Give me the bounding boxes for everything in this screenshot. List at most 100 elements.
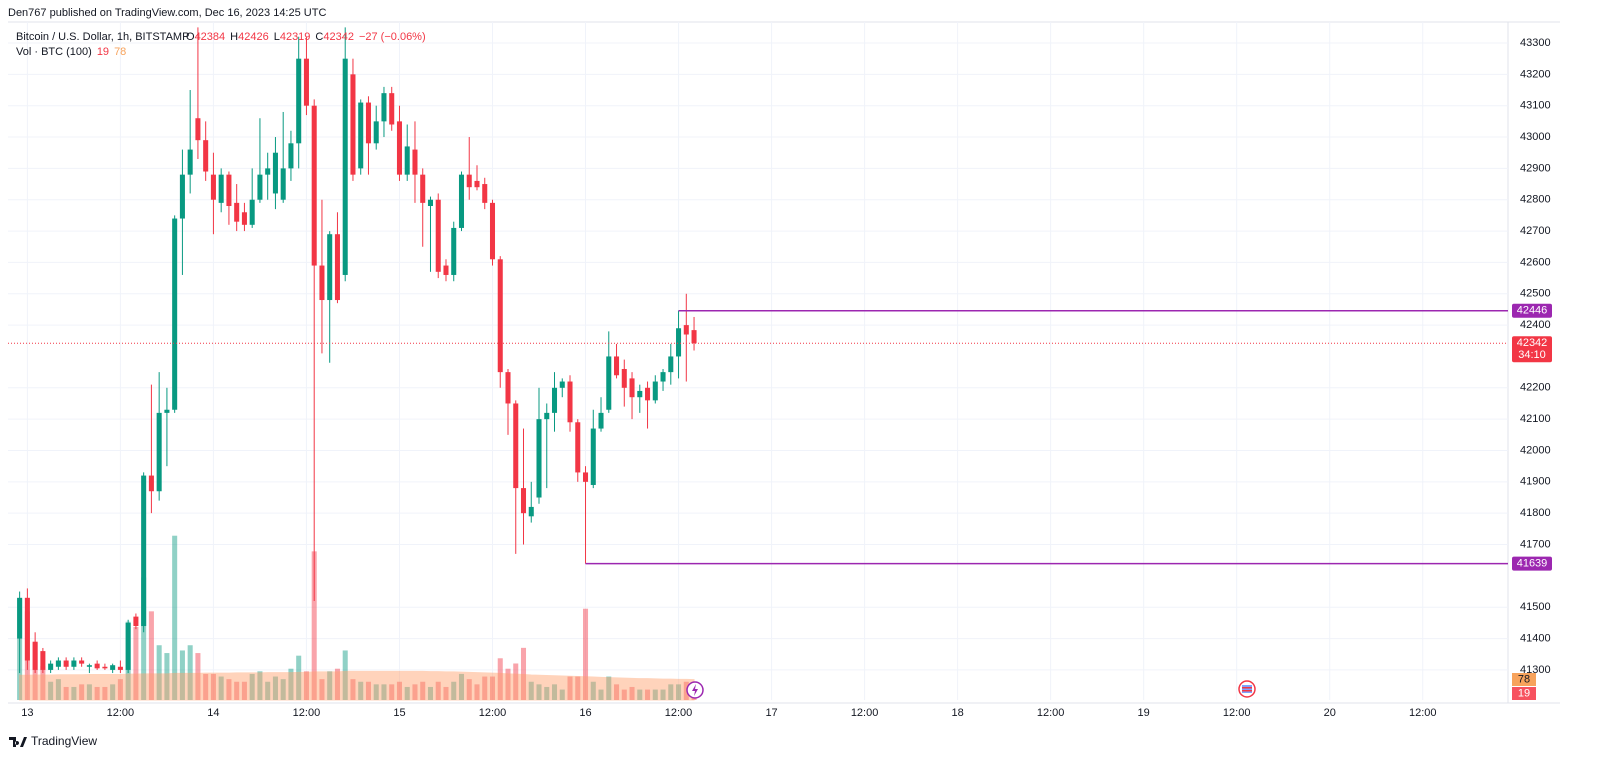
candle-body (234, 202, 240, 222)
candle-body (195, 118, 201, 141)
candle-body (156, 412, 162, 492)
candle-body (210, 174, 216, 200)
volume-bar (482, 676, 488, 700)
y-tick-label: 42900 (1520, 162, 1551, 174)
candle-body (164, 409, 170, 413)
volume-bar (350, 679, 356, 700)
volume-bar (102, 686, 108, 700)
x-tick-label: 12:00 (851, 707, 879, 719)
candle-body (614, 356, 620, 376)
volume-bar (645, 689, 651, 700)
candle-body (257, 174, 263, 200)
candle-body (381, 93, 387, 122)
candle-body (79, 660, 85, 664)
countdown-label: 34:10 (1518, 349, 1546, 361)
candle-body (559, 381, 565, 388)
candle-body (598, 412, 604, 429)
volume-bar (528, 681, 534, 700)
volume-bar (117, 679, 123, 700)
brand-name: TradingView (31, 734, 97, 748)
volume-bar (466, 679, 472, 700)
candle-body (551, 387, 558, 413)
x-tick-label: 16 (579, 707, 591, 719)
y-tick-label: 43300 (1520, 37, 1551, 49)
volume-ma-value: 78 (114, 46, 126, 58)
candle-body (389, 93, 395, 125)
volume-bar (94, 686, 100, 700)
volume-bar (311, 551, 317, 700)
candle-body (660, 372, 666, 382)
volume-bar (110, 684, 116, 700)
candle-body (358, 102, 364, 169)
volume-value: 19 (97, 46, 109, 58)
candle-body (676, 328, 682, 357)
y-tick-label: 42700 (1520, 225, 1551, 237)
candle-body (420, 174, 426, 203)
y-tick-label: 41900 (1520, 476, 1551, 488)
volume-bar (280, 679, 286, 700)
ohlc-value: 42342 (323, 31, 354, 43)
ohlc-key: L (274, 31, 280, 43)
flag-icon-stripe (1242, 687, 1252, 689)
volume-bar (598, 689, 604, 700)
candle-body (396, 121, 402, 175)
ohlc-key: C (315, 31, 323, 43)
y-tick-label: 41400 (1520, 632, 1551, 644)
y-tick-label: 42600 (1520, 256, 1551, 268)
candle-body (590, 428, 596, 485)
candle-body (48, 663, 54, 670)
candle-body (497, 259, 503, 373)
volume-bar (79, 684, 85, 700)
volume-bar (358, 681, 364, 700)
volume-bar (412, 684, 418, 700)
x-tick-label: 14 (207, 707, 219, 719)
volume-bar (660, 689, 666, 700)
volume-tag (1512, 687, 1536, 700)
volume-bar (629, 686, 635, 700)
volume-bar (218, 676, 224, 700)
volume-bar (614, 684, 620, 700)
level-tag-label: 42446 (1517, 305, 1548, 317)
candle-body (404, 146, 410, 175)
volume-bar (296, 655, 302, 700)
candle-body (513, 403, 519, 489)
candle-body (536, 419, 542, 498)
y-tick-label: 42000 (1520, 444, 1551, 456)
volume-bar (497, 658, 503, 700)
candle-body (241, 212, 247, 225)
x-tick-label: 13 (21, 707, 33, 719)
volume-bar (435, 681, 441, 700)
x-tick-label: 20 (1324, 707, 1336, 719)
candle-body (350, 74, 356, 175)
economic-event-icon[interactable] (1238, 680, 1256, 698)
candle-body (319, 265, 325, 301)
x-tick-label: 18 (951, 707, 963, 719)
volume-bar (319, 679, 325, 700)
candle-body (94, 663, 100, 669)
candle-body (451, 227, 457, 275)
level-tag (1512, 303, 1552, 318)
volume-bar (179, 650, 185, 700)
volume-bar (427, 686, 433, 700)
volume-bar (234, 681, 240, 700)
volume-bar (249, 673, 255, 700)
candle-body (280, 168, 286, 200)
event-icon[interactable] (686, 681, 704, 699)
y-tick-label: 42800 (1520, 194, 1551, 206)
volume-bar (55, 679, 61, 700)
candle-body (567, 381, 573, 423)
y-tick-label: 42200 (1520, 382, 1551, 394)
candle-body (412, 149, 418, 175)
y-tick-label: 43100 (1520, 100, 1551, 112)
volume-bar (668, 684, 674, 700)
level-tag-label: 41639 (1517, 558, 1548, 570)
candle-body (520, 488, 527, 514)
price-tag-label: 42342 (1517, 337, 1548, 349)
candle-body (32, 641, 38, 670)
candle-body (575, 422, 581, 473)
candle-body (17, 597, 23, 639)
flag-icon-body (1242, 685, 1252, 693)
volume-bar (590, 681, 596, 700)
